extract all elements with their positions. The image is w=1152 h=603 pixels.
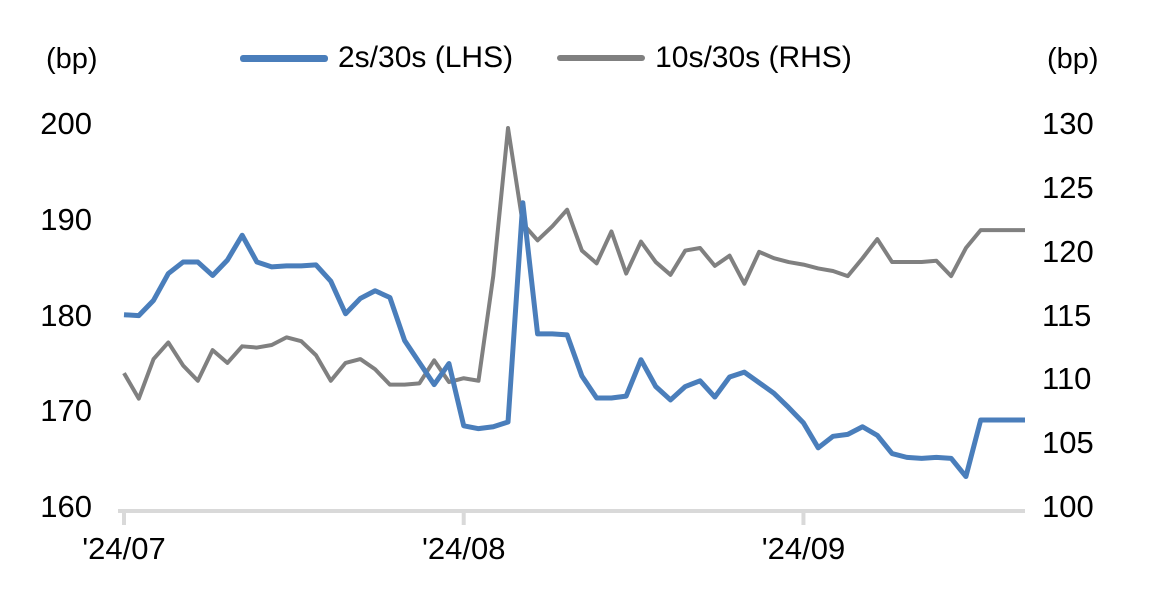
y-axis-right-tick-label: 125 [1042, 169, 1094, 205]
legend-item-lhs[interactable]: 2s/30s (LHS) [240, 43, 513, 73]
legend-item-rhs[interactable]: 10s/30s (RHS) [557, 43, 852, 73]
y-axis-left-tick-label: 180 [40, 297, 92, 333]
left-axis-unit-label: (bp) [46, 43, 98, 75]
series-line-10s30s [122, 126, 1025, 401]
right-axis-unit-label: (bp) [1047, 43, 1099, 75]
y-axis-left-tick-label: 170 [40, 393, 92, 429]
y-axis-right-tick-label: 105 [1042, 425, 1094, 461]
y-axis-left-tick-label: 160 [40, 489, 92, 524]
axis-layer [118, 509, 1025, 525]
y-axis-right-tick-label: 115 [1042, 297, 1092, 333]
y-axis-right-tick-label: 130 [1042, 106, 1094, 141]
chart-legend: 2s/30s (LHS) 10s/30s (RHS) [240, 40, 852, 76]
x-axis-tick-label: '24/08 [421, 531, 506, 566]
y-axis-right-tick-label: 110 [1042, 361, 1092, 397]
y-axis-left-tick-label: 200 [40, 106, 92, 141]
series-line-2s30s [123, 200, 1025, 480]
y-axis-left-tick-label: 190 [40, 201, 92, 237]
legend-color-swatch-lhs [240, 54, 328, 62]
y-axis-right-tick-label: 100 [1042, 489, 1094, 524]
x-axis-tick-label: '24/09 [761, 531, 846, 566]
legend-label-rhs: 10s/30s (RHS) [655, 41, 852, 74]
x-axis-tick-label: '24/07 [82, 531, 166, 566]
legend-label-lhs: 2s/30s (LHS) [338, 41, 514, 74]
y-axis-right-tick-label: 120 [1042, 233, 1094, 269]
legend-color-swatch-rhs [557, 55, 646, 61]
